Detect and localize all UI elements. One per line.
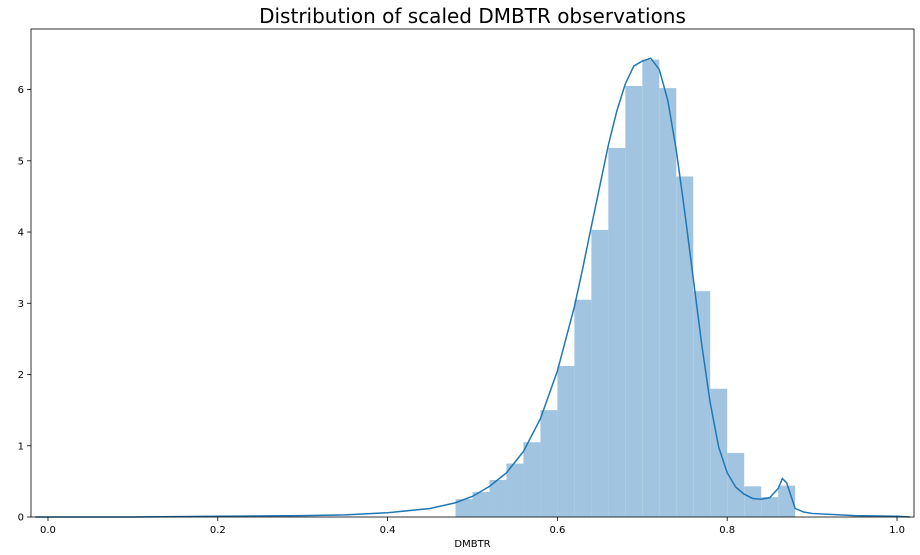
histogram-bar xyxy=(523,442,541,517)
histogram-bar xyxy=(506,463,524,517)
histogram-bar xyxy=(574,299,592,517)
y-tick-label: 6 xyxy=(18,85,24,96)
kde-line xyxy=(35,57,910,518)
chart-title: Distribution of scaled DMBTR observation… xyxy=(259,4,686,28)
histogram-bar xyxy=(676,176,694,517)
x-tick-label: 0.6 xyxy=(549,525,565,536)
histogram-bar xyxy=(489,479,507,517)
histogram-bar xyxy=(625,85,643,517)
histogram-bar xyxy=(659,88,677,517)
histogram-bar xyxy=(455,499,473,517)
histogram-bar xyxy=(761,497,779,517)
histogram-bars xyxy=(455,59,796,517)
x-tick-label: 0.2 xyxy=(210,525,226,536)
x-tick-label: 0.4 xyxy=(380,525,396,536)
x-axis-ticks: 0.0 0.2 0.4 0.6 0.8 1.0 xyxy=(40,517,905,536)
y-tick-label: 4 xyxy=(18,228,24,239)
histogram-bar xyxy=(591,229,609,517)
y-tick-label: 2 xyxy=(18,370,24,381)
histogram-bar xyxy=(693,291,711,517)
histogram-bar xyxy=(727,452,745,517)
histogram-bar xyxy=(710,388,728,517)
y-tick-label: 1 xyxy=(18,441,24,452)
x-axis-label: DMBTR xyxy=(454,539,490,550)
y-tick-label: 0 xyxy=(18,513,24,524)
y-tick-label: 5 xyxy=(18,156,24,167)
histogram-bar xyxy=(472,492,490,517)
plot-frame xyxy=(30,28,915,518)
x-tick-label: 1.0 xyxy=(889,525,905,536)
histogram-bar xyxy=(557,365,575,517)
y-tick-label: 3 xyxy=(18,299,24,310)
histogram-bar xyxy=(608,147,626,517)
y-axis-ticks: 0 1 2 3 4 5 6 xyxy=(18,85,31,524)
histogram-bar xyxy=(540,410,558,517)
histogram-bar xyxy=(642,59,660,517)
x-tick-label: 0.0 xyxy=(40,525,56,536)
x-tick-label: 0.8 xyxy=(719,525,735,536)
histogram-bar xyxy=(744,486,762,517)
